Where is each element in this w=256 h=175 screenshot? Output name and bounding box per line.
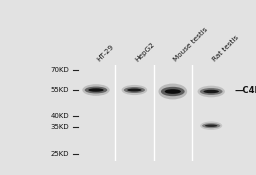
Text: 55KD: 55KD (51, 87, 69, 93)
Text: 35KD: 35KD (50, 124, 69, 130)
Text: HT-29: HT-29 (96, 44, 115, 63)
Ellipse shape (122, 85, 147, 95)
Ellipse shape (158, 84, 187, 99)
Ellipse shape (198, 86, 225, 97)
Ellipse shape (202, 123, 220, 128)
Ellipse shape (200, 121, 222, 130)
Ellipse shape (85, 87, 107, 93)
Text: HepG2: HepG2 (134, 41, 156, 63)
Text: Mouse testis: Mouse testis (173, 27, 209, 63)
Ellipse shape (200, 88, 222, 95)
Text: 25KD: 25KD (51, 151, 69, 157)
Ellipse shape (161, 87, 185, 96)
Ellipse shape (127, 89, 142, 92)
Text: Rat testis: Rat testis (211, 35, 240, 63)
Ellipse shape (124, 87, 145, 93)
Ellipse shape (165, 89, 181, 94)
Text: 70KD: 70KD (50, 67, 69, 73)
Text: —C4BPB: —C4BPB (234, 86, 256, 95)
Text: 40KD: 40KD (50, 113, 69, 119)
Ellipse shape (205, 124, 217, 127)
Ellipse shape (88, 88, 104, 92)
Ellipse shape (82, 84, 110, 96)
Ellipse shape (204, 90, 219, 93)
